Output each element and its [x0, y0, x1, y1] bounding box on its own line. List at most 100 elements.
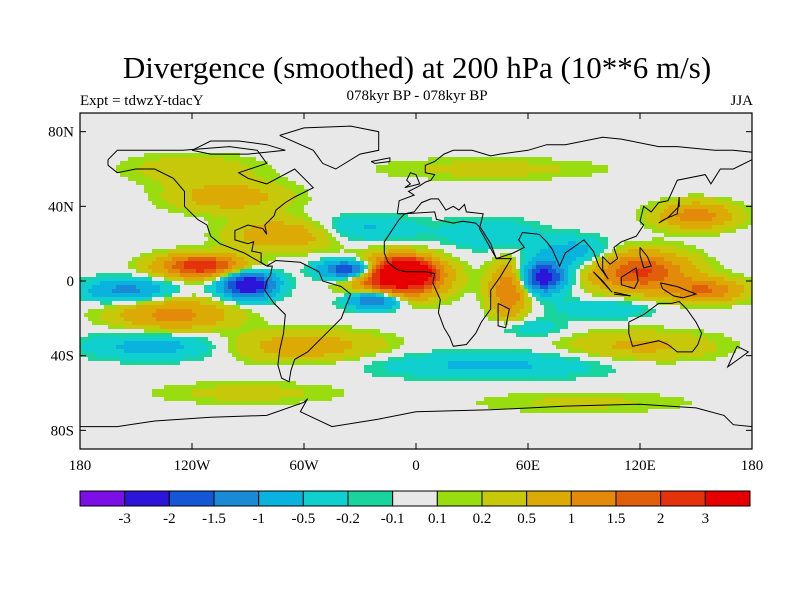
- field-cell: [544, 173, 549, 178]
- season-label: JJA: [730, 93, 753, 109]
- field-cell: [732, 125, 737, 130]
- field-cell: [100, 173, 105, 178]
- field-cell: [112, 177, 117, 182]
- field-cell: [344, 213, 349, 218]
- field-cell: [488, 177, 493, 182]
- field-cell: [184, 173, 189, 178]
- field-cell: [580, 217, 585, 222]
- field-cell: [568, 221, 573, 226]
- field-cell: [700, 225, 705, 230]
- field-cell: [80, 145, 85, 150]
- field-cell: [476, 177, 481, 182]
- field-cell: [288, 133, 293, 138]
- field-cell: [316, 157, 321, 162]
- field-cell: [648, 197, 653, 202]
- field-cell: [292, 165, 297, 170]
- field-cell: [528, 113, 533, 118]
- field-cell: [160, 165, 165, 170]
- field-cell: [660, 153, 665, 158]
- field-cell: [312, 121, 317, 126]
- field-cell: [152, 125, 157, 130]
- field-cell: [300, 209, 305, 214]
- field-cell: [472, 205, 477, 210]
- field-cell: [732, 141, 737, 146]
- field-cell: [368, 209, 373, 214]
- field-cell: [112, 169, 117, 174]
- field-cell: [468, 153, 473, 158]
- field-cell: [136, 157, 141, 162]
- field-cell: [724, 189, 729, 194]
- field-cell: [140, 145, 145, 150]
- field-cell: [160, 185, 165, 190]
- field-cell: [568, 145, 573, 150]
- field-cell: [132, 193, 137, 198]
- field-cell: [712, 129, 717, 134]
- field-cell: [560, 149, 565, 154]
- field-cell: [220, 177, 225, 182]
- field-cell: [100, 157, 105, 162]
- field-cell: [324, 213, 329, 218]
- field-cell: [88, 129, 93, 134]
- field-cell: [536, 185, 541, 190]
- field-cell: [608, 201, 613, 206]
- field-cell: [388, 169, 393, 174]
- field-cell: [240, 129, 245, 134]
- field-cell: [428, 153, 433, 158]
- field-cell: [544, 145, 549, 150]
- field-cell: [296, 197, 301, 202]
- field-cell: [604, 145, 609, 150]
- field-cell: [412, 213, 417, 218]
- field-cell: [440, 169, 445, 174]
- field-cell: [112, 129, 117, 134]
- field-cell: [564, 197, 569, 202]
- field-cell: [308, 149, 313, 154]
- field-cell: [360, 113, 365, 118]
- field-cell: [680, 137, 685, 142]
- field-cell: [412, 113, 417, 118]
- field-cell: [592, 193, 597, 198]
- field-cell: [712, 153, 717, 158]
- field-cell: [260, 205, 265, 210]
- field-cell: [424, 221, 429, 226]
- field-cell: [624, 177, 629, 182]
- field-cell: [544, 157, 549, 162]
- field-cell: [304, 113, 309, 118]
- field-cell: [128, 197, 133, 202]
- field-cell: [608, 173, 613, 178]
- field-cell: [500, 133, 505, 138]
- field-cell: [484, 137, 489, 142]
- field-cell: [368, 129, 373, 134]
- field-cell: [652, 141, 657, 146]
- field-cell: [624, 165, 629, 170]
- field-cell: [316, 229, 321, 234]
- field-cell: [448, 205, 453, 210]
- field-cell: [468, 221, 473, 226]
- field-cell: [648, 145, 653, 150]
- field-cell: [292, 201, 297, 206]
- field-cell: [372, 185, 377, 190]
- field-cell: [420, 137, 425, 142]
- field-cell: [96, 169, 101, 174]
- field-cell: [468, 213, 473, 218]
- field-cell: [692, 221, 697, 226]
- field-cell: [164, 157, 169, 162]
- field-cell: [740, 225, 745, 230]
- field-cell: [168, 129, 173, 134]
- field-cell: [164, 201, 169, 206]
- field-cell: [456, 113, 461, 118]
- field-cell: [324, 137, 329, 142]
- field-cell: [340, 117, 345, 122]
- field-cell: [300, 157, 305, 162]
- field-cell: [88, 113, 93, 118]
- field-cell: [328, 205, 333, 210]
- field-cell: [624, 141, 629, 146]
- field-cell: [380, 225, 385, 230]
- field-cell: [208, 225, 213, 230]
- field-cell: [744, 201, 749, 206]
- field-cell: [488, 125, 493, 130]
- field-cell: [240, 193, 245, 198]
- field-cell: [632, 161, 637, 166]
- field-cell: [692, 153, 697, 158]
- field-cell: [708, 125, 713, 130]
- field-cell: [172, 189, 177, 194]
